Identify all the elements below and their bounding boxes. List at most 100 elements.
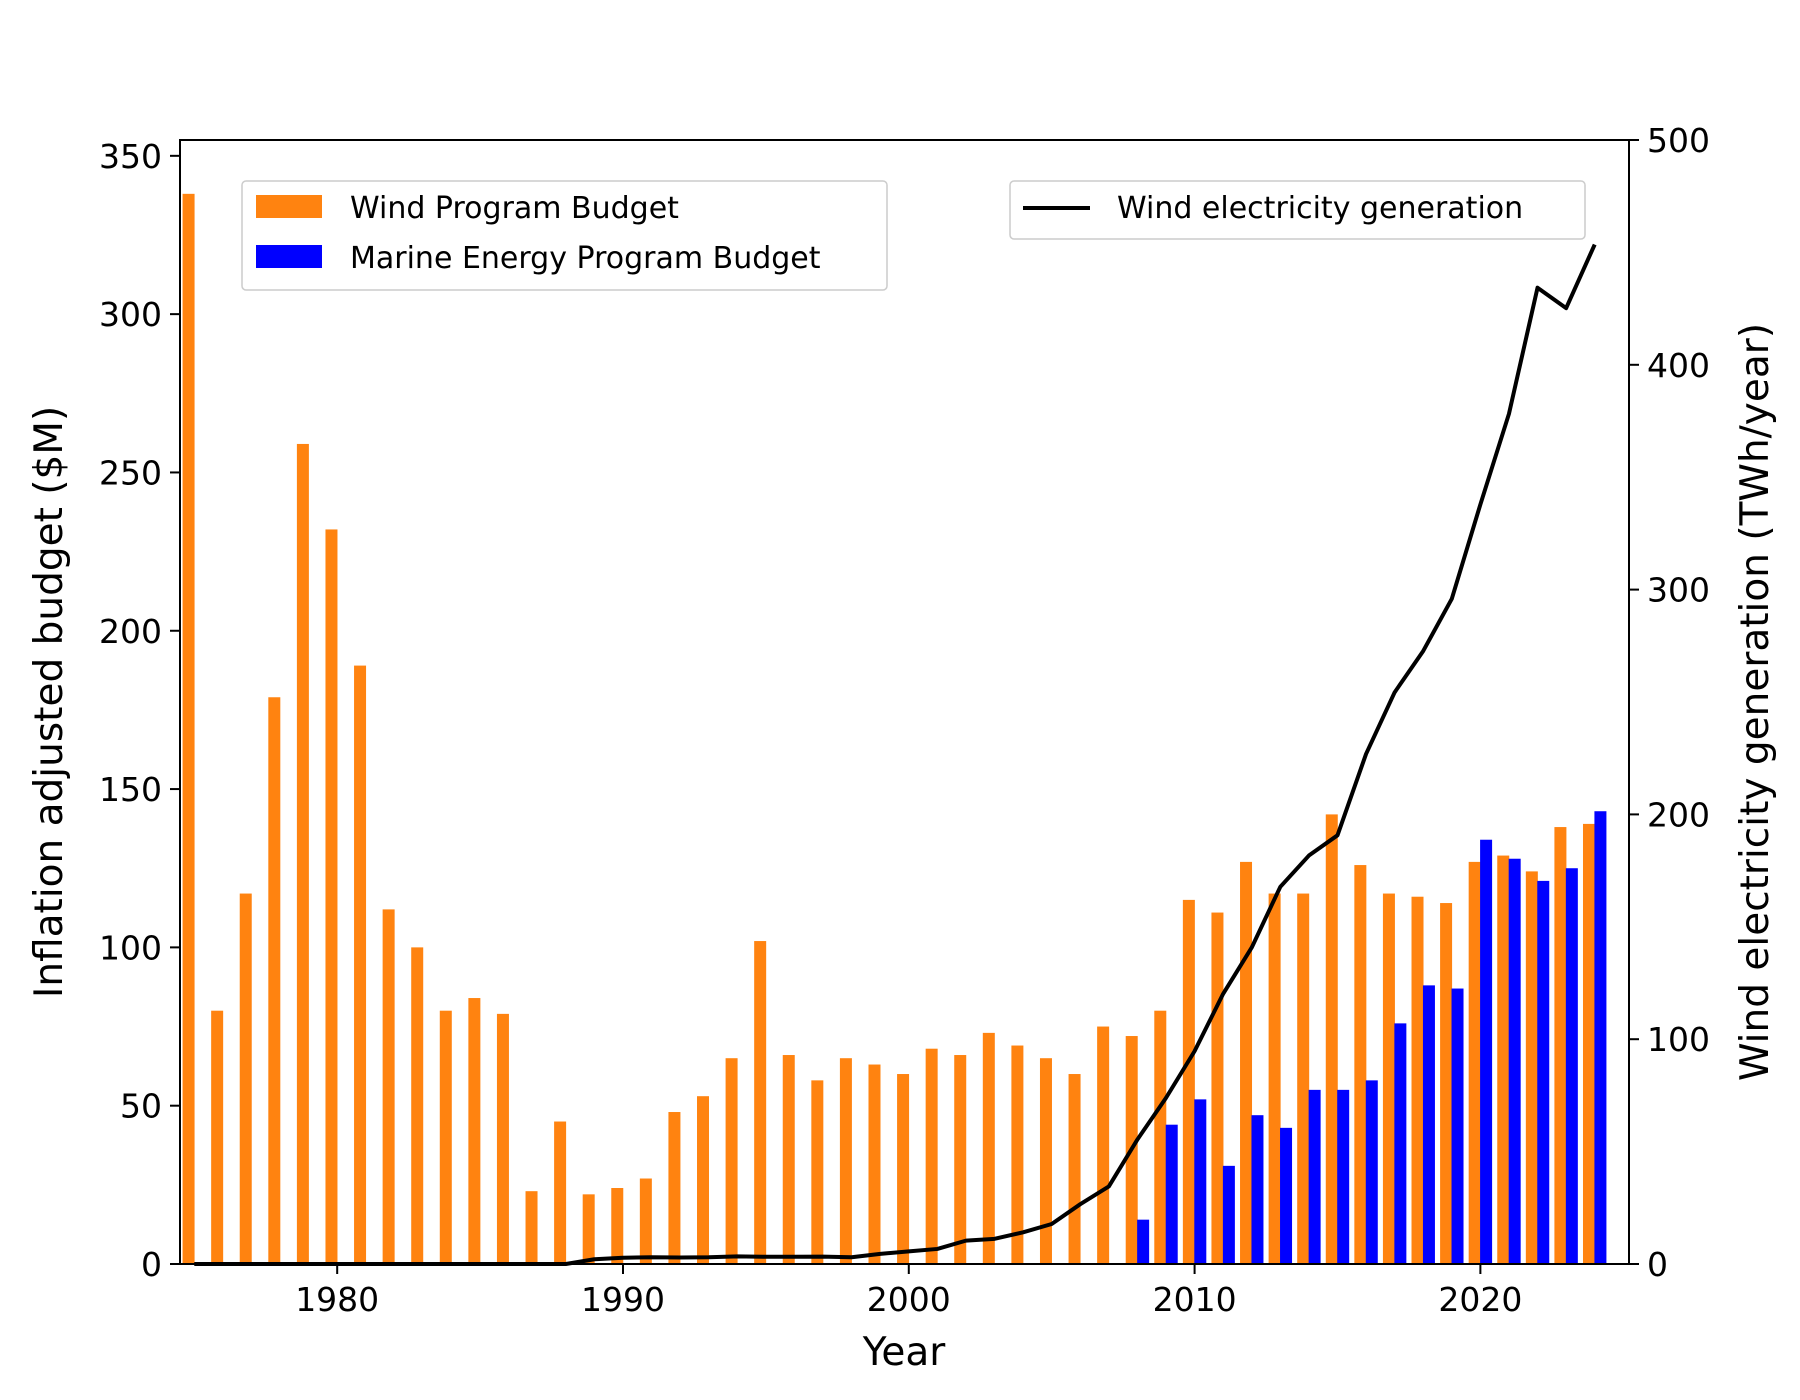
wind-budget-bar-2011 bbox=[1211, 912, 1224, 1264]
legend-swatch-marine-budget bbox=[256, 245, 322, 268]
wind-budget-bar-2012 bbox=[1240, 861, 1253, 1264]
wind-budget-bar-2022 bbox=[1525, 871, 1538, 1264]
plot-frame bbox=[179, 139, 1630, 1265]
wind-budget-bar-2019 bbox=[1440, 903, 1453, 1264]
wind-budget-bar-1991 bbox=[639, 1178, 652, 1264]
wind-budget-bar-1993 bbox=[697, 1096, 710, 1264]
legend-right-frame bbox=[1009, 180, 1586, 240]
marine-budget-bar-2010 bbox=[1194, 1099, 1207, 1264]
marine-budget-bar-2009 bbox=[1165, 1124, 1178, 1264]
wind-budget-bar-1990 bbox=[611, 1188, 624, 1264]
x-tick-label: 1980 bbox=[295, 1280, 379, 1319]
wind-budget-bar-1996 bbox=[782, 1055, 795, 1264]
y2-axis-ticks: 0 100 200 300 400 500 bbox=[1629, 121, 1710, 1284]
bars-layer bbox=[182, 193, 1607, 1265]
marine-budget-bar-2018 bbox=[1422, 985, 1435, 1264]
marine-budget-bar-2022 bbox=[1537, 880, 1550, 1264]
marine-budget-bar-2013 bbox=[1280, 1127, 1293, 1264]
y-tick-label: 200 bbox=[99, 612, 162, 651]
x-axis-ticks: 1980 1990 2000 2010 2020 bbox=[295, 1264, 1522, 1319]
wind-budget-bar-1981 bbox=[354, 665, 367, 1264]
wind-budget-bar-1983 bbox=[411, 947, 424, 1264]
wind-budget-bar-2003 bbox=[982, 1032, 995, 1264]
y-axis-ticks: 0 50 100 150 200 250 300 350 bbox=[99, 137, 180, 1284]
marine-budget-bar-2017 bbox=[1394, 1023, 1407, 1264]
wind-budget-bar-1986 bbox=[496, 1013, 509, 1264]
wind-budget-bar-1979 bbox=[296, 443, 309, 1264]
marine-budget-bar-2014 bbox=[1308, 1089, 1321, 1264]
wind-budget-bar-2000 bbox=[897, 1074, 910, 1264]
legend-label-marine-budget: Marine Energy Program Budget bbox=[350, 241, 821, 276]
marine-budget-bar-2011 bbox=[1222, 1165, 1235, 1264]
wind-budget-bar-2024 bbox=[1582, 823, 1595, 1264]
legend-left-frame bbox=[241, 180, 888, 291]
wind-budget-bar-2004 bbox=[1011, 1045, 1024, 1264]
y-tick-label: 300 bbox=[99, 295, 162, 334]
y-axis-title: Inflation adjusted budget ($M) bbox=[27, 406, 72, 998]
y2-tick-label: 500 bbox=[1647, 121, 1710, 160]
marine-budget-bar-2021 bbox=[1508, 858, 1521, 1264]
wind-budget-bar-2007 bbox=[1097, 1026, 1110, 1264]
wind-budget-bar-2005 bbox=[1039, 1058, 1052, 1264]
wind-budget-bar-2014 bbox=[1297, 893, 1310, 1264]
wind-budget-bar-2018 bbox=[1411, 896, 1424, 1264]
wind-budget-bar-1999 bbox=[868, 1064, 881, 1264]
y-tick-label: 150 bbox=[99, 770, 162, 809]
wind-budget-bar-1980 bbox=[325, 529, 338, 1264]
y2-tick-label: 400 bbox=[1647, 346, 1710, 385]
wind-budget-bar-2020 bbox=[1468, 861, 1481, 1264]
wind-budget-bar-1988 bbox=[554, 1121, 567, 1264]
y2-tick-label: 0 bbox=[1647, 1245, 1668, 1284]
x-tick-label: 2010 bbox=[1153, 1280, 1237, 1319]
wind-budget-bar-2015 bbox=[1325, 814, 1338, 1264]
wind-budget-bar-2002 bbox=[954, 1055, 967, 1264]
y2-tick-label: 300 bbox=[1647, 571, 1710, 610]
wind-budget-bar-2013 bbox=[1268, 893, 1281, 1264]
wind-budget-bar-1982 bbox=[382, 909, 395, 1264]
legend-right: Wind electricity generation bbox=[1009, 180, 1586, 240]
y2-tick-label: 100 bbox=[1647, 1020, 1710, 1059]
y-tick-label: 250 bbox=[99, 453, 162, 492]
wind-budget-bar-1985 bbox=[468, 998, 481, 1264]
wind-budget-bar-2009 bbox=[1154, 1010, 1167, 1264]
marine-budget-bar-2023 bbox=[1565, 868, 1578, 1264]
wind-budget-bar-1977 bbox=[239, 893, 252, 1264]
wind-budget-bar-1994 bbox=[725, 1058, 738, 1264]
wind-budget-bar-1978 bbox=[268, 697, 281, 1264]
wind-budget-bar-1998 bbox=[839, 1058, 852, 1264]
wind-budget-bar-1976 bbox=[211, 1010, 224, 1264]
wind-budget-bar-1975 bbox=[182, 193, 195, 1265]
y2-axis-title: Wind electricity generation (TWh/year) bbox=[1733, 323, 1778, 1081]
legend-label-wind-budget: Wind Program Budget bbox=[350, 191, 679, 226]
marine-budget-bar-2016 bbox=[1365, 1080, 1378, 1264]
legend-left: Wind Program Budget Marine Energy Progra… bbox=[241, 180, 888, 291]
wind-budget-bar-1997 bbox=[811, 1080, 824, 1264]
legend-swatch-wind-budget bbox=[256, 195, 322, 218]
wind-budget-bar-1995 bbox=[754, 941, 767, 1264]
marine-budget-bar-2019 bbox=[1451, 988, 1464, 1264]
wind-budget-bar-2010 bbox=[1182, 899, 1195, 1264]
y-tick-label: 0 bbox=[141, 1245, 162, 1284]
wind-budget-bar-1987 bbox=[525, 1191, 538, 1264]
y2-tick-label: 200 bbox=[1647, 795, 1710, 834]
marine-budget-bar-2015 bbox=[1337, 1089, 1350, 1264]
y-tick-label: 50 bbox=[120, 1087, 162, 1126]
wind-budget-bar-2017 bbox=[1382, 893, 1395, 1264]
wind-budget-bar-1984 bbox=[439, 1010, 452, 1264]
x-axis-title: Year bbox=[862, 1330, 947, 1375]
wind-budget-bar-2001 bbox=[925, 1048, 938, 1264]
wind-budget-bar-2021 bbox=[1497, 855, 1510, 1264]
x-tick-label: 2000 bbox=[867, 1280, 951, 1319]
wind-budget-bar-2006 bbox=[1068, 1074, 1081, 1264]
wind-budget-bar-2023 bbox=[1554, 827, 1567, 1264]
marine-budget-bar-2012 bbox=[1251, 1115, 1264, 1264]
y-tick-label: 100 bbox=[99, 928, 162, 967]
y-tick-label: 350 bbox=[99, 137, 162, 176]
marine-budget-bar-2008 bbox=[1137, 1219, 1150, 1264]
legend-label-generation: Wind electricity generation bbox=[1117, 191, 1523, 226]
wind-budget-bar-2016 bbox=[1354, 865, 1367, 1264]
wind-budget-bar-1989 bbox=[582, 1194, 595, 1264]
x-tick-label: 1990 bbox=[581, 1280, 665, 1319]
marine-budget-bar-2020 bbox=[1480, 839, 1493, 1264]
